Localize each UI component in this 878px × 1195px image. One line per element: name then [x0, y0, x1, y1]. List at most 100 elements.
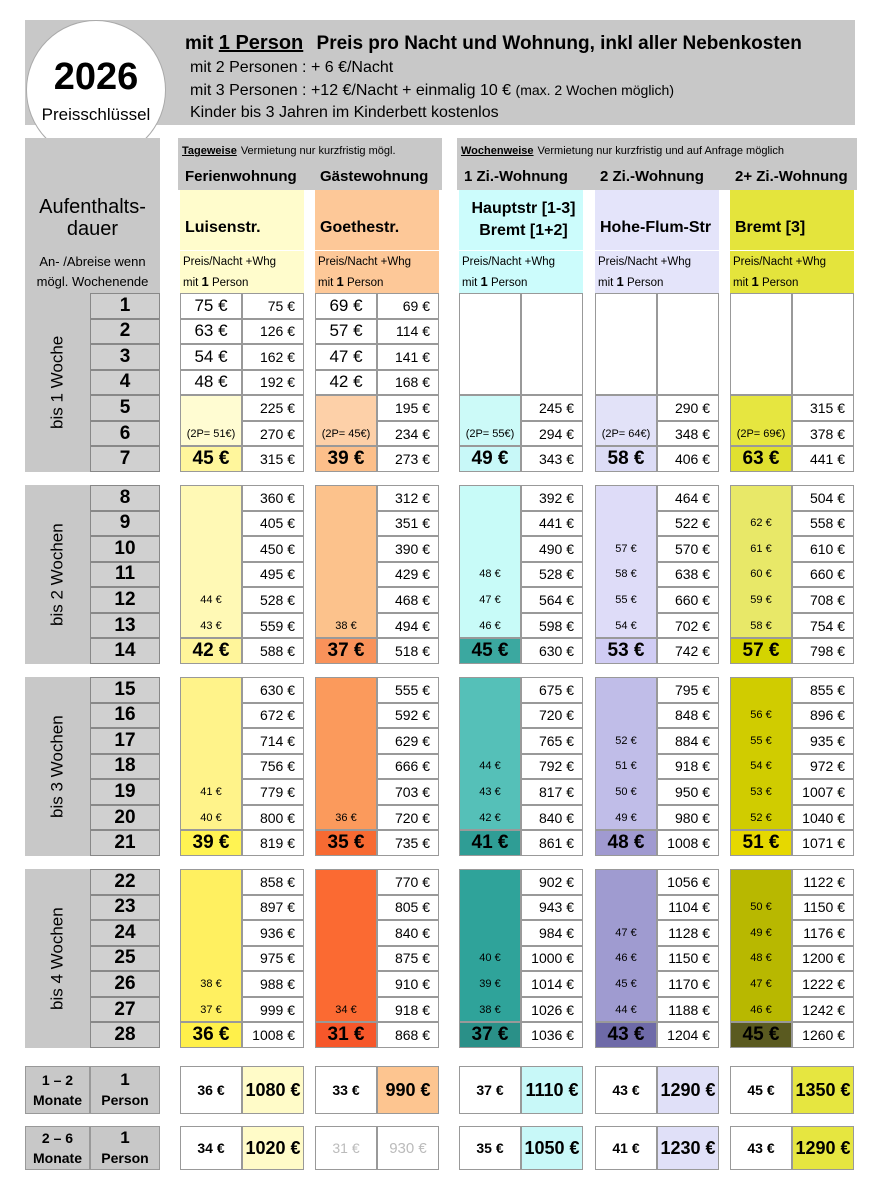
text: 1 [480, 273, 488, 289]
total-cell: 935 € [792, 728, 854, 754]
total-cell: 975 € [242, 945, 304, 972]
price-label: 55 € [750, 734, 772, 747]
price-block [459, 485, 521, 639]
total-cell: 754 € [792, 612, 854, 639]
text: Preis/Nacht +Whg [733, 255, 826, 268]
total-cell: 592 € [377, 702, 439, 729]
total-cell: 162 € [242, 344, 304, 370]
months-unit: Monate [33, 1092, 82, 1108]
persons-unit: Person [101, 1150, 149, 1166]
price-label: 60 € [750, 568, 772, 581]
price-highlight: 43 € [595, 1022, 657, 1048]
total-cell: 629 € [377, 728, 439, 754]
price-highlight: 39 € [315, 446, 377, 472]
group-band [457, 138, 857, 190]
subtitle: Preisschlüssel [41, 105, 151, 124]
total-cell: 708 € [792, 587, 854, 613]
side-note-line: mögl. Wochenende [36, 273, 149, 289]
price-block [180, 677, 242, 831]
side-note-line: An- /Abreise wenn [39, 253, 146, 269]
total-cell: 817 € [521, 779, 583, 805]
day-number: 15 [90, 677, 160, 703]
day-number: 17 [90, 728, 160, 754]
total-cell: 714 € [242, 728, 304, 754]
price-label: 39 € [479, 978, 501, 991]
text: mit [733, 276, 749, 289]
total-cell: 868 € [377, 1022, 439, 1048]
total-cell: 795 € [657, 677, 719, 703]
monthly-total: 990 € [377, 1066, 439, 1114]
price-highlight: 37 € [459, 1022, 521, 1048]
total-cell: 343 € [521, 446, 583, 472]
total-cell: 490 € [521, 536, 583, 562]
total-cell: 765 € [521, 728, 583, 754]
total-cell: 570 € [657, 536, 719, 562]
total-cell: 1188 € [657, 996, 719, 1023]
total-cell: 770 € [377, 869, 439, 895]
total-cell: 910 € [377, 971, 439, 997]
monthly-price: 43 € [730, 1126, 792, 1170]
monthly-price: 34 € [180, 1126, 242, 1170]
total-cell: 1007 € [792, 779, 854, 805]
day-number: 21 [90, 830, 160, 856]
total-cell: 225 € [242, 395, 304, 421]
price-label: 41 € [200, 786, 222, 799]
total-cell: 528 € [242, 587, 304, 613]
price-label: 46 € [750, 1003, 772, 1016]
price-block [595, 869, 657, 1023]
months-unit: Monate [33, 1150, 82, 1166]
header-line: Kinder bis 3 Jahren im Kinderbett kosten… [190, 104, 499, 121]
day-number: 10 [90, 536, 160, 562]
price-label: 58 € [750, 619, 772, 632]
total-cell: 735 € [377, 830, 439, 856]
price-highlight: 42 € [180, 638, 242, 664]
monthly-total: 1050 € [521, 1126, 583, 1170]
price-label: 38 € [200, 978, 222, 991]
price-note-line: mit 1 Person [462, 272, 527, 293]
monthly-price: 45 € [730, 1066, 792, 1114]
day-number: 18 [90, 753, 160, 780]
total-cell: 896 € [792, 702, 854, 729]
total-cell: 1036 € [521, 1022, 583, 1048]
price-label: 38 € [335, 619, 357, 632]
side-title-line: dauer [66, 218, 119, 240]
header-emphasis: 1 Person [218, 32, 304, 54]
total-cell: 598 € [521, 612, 583, 639]
price-highlight: 57 € [730, 638, 792, 664]
price-block [459, 395, 521, 447]
price-block [180, 395, 242, 447]
price-label: 46 € [615, 952, 637, 965]
side-band [25, 138, 160, 293]
price-label: 53 € [750, 786, 772, 799]
price-block [459, 677, 521, 831]
group-label: Wochenweise [461, 145, 534, 157]
total-cell: 848 € [657, 702, 719, 729]
price-cell: 48 € [180, 369, 242, 396]
price-note-line: mit 1 Person [183, 272, 248, 293]
months-label: 2 – 6 Monate [25, 1126, 90, 1170]
header-line: mit 2 Personen : + 6 €/Nacht [190, 59, 394, 76]
price-label: 43 € [479, 786, 501, 799]
price-label: 42 € [479, 811, 501, 824]
total-cell: 168 € [377, 369, 439, 396]
total-cell: 897 € [242, 894, 304, 921]
text: mit [462, 276, 478, 289]
total-cell: 518 € [377, 638, 439, 664]
total-cell: 1026 € [521, 996, 583, 1023]
price-note: Preis/Nacht +Whg mit 1 Person [180, 251, 304, 293]
total-cell: 392 € [521, 485, 583, 511]
price-label: 49 € [615, 811, 637, 824]
total-cell: 351 € [377, 510, 439, 537]
total-cell: 756 € [242, 753, 304, 780]
total-cell: 805 € [377, 894, 439, 921]
group-text: Vermietung nur kurzfristig mögl. [240, 145, 396, 157]
price-cell: 47 € [315, 344, 377, 370]
total-cell: 1242 € [792, 996, 854, 1023]
price-highlight: 39 € [180, 830, 242, 856]
day-number: 27 [90, 996, 160, 1023]
total-cell: 360 € [242, 485, 304, 511]
text: mit [183, 276, 199, 289]
total-cell: 555 € [377, 677, 439, 703]
price-block [315, 395, 377, 447]
day-number: 12 [90, 587, 160, 613]
